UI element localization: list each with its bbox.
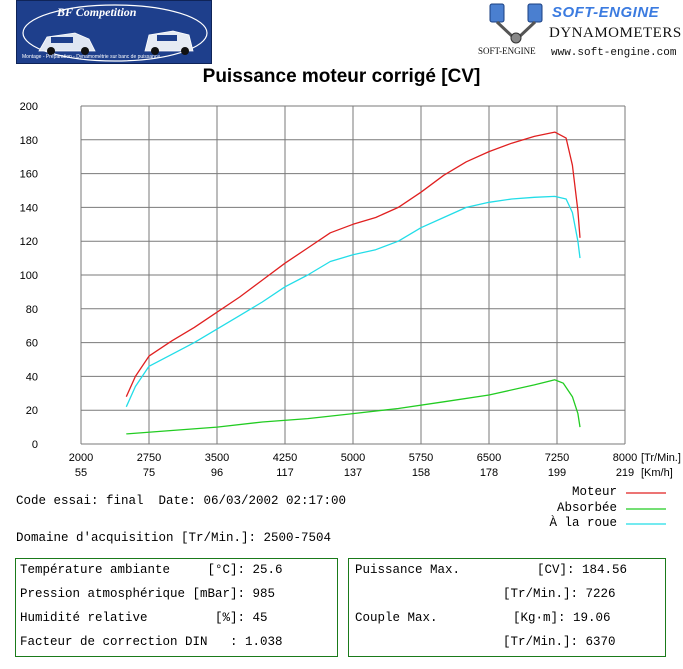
x-tick-rpm: 2000 (69, 452, 93, 464)
bf-competition-logo: BF Competition Montage - Préparation - D… (16, 0, 212, 64)
x-tick-rpm: 5000 (341, 452, 365, 464)
condition-pressure: Pression atmosphérique [mBar]: 985 (20, 587, 276, 601)
piston-logo-icon (489, 3, 543, 44)
rally-cars-icon (22, 4, 208, 62)
legend-absorbee-label: Absorbée (556, 501, 617, 515)
x-tick-rpm: 3500 (205, 452, 229, 464)
condition-din-factor: Facteur de correction DIN : 1.038 (20, 635, 283, 649)
y-tick: 180 (20, 135, 38, 147)
x-tick-rpm: 5750 (409, 452, 433, 464)
y-tick: 0 (32, 439, 38, 451)
y-tick: 140 (20, 202, 38, 214)
x-unit-rpm: [Tr/Min.] (641, 452, 681, 464)
acquisition-range: Domaine d'acquisition [Tr/Min.]: 2500-75… (16, 531, 332, 545)
x-tick-speed: 178 (480, 467, 498, 479)
chart-ticks: 2000552750753500964250117500013757501586… (20, 101, 681, 479)
legend-roue-label: À la roue (549, 516, 617, 530)
conditions-panel: Température ambiante [°C]: 25.6 Pression… (15, 558, 338, 657)
y-tick: 60 (26, 338, 38, 350)
power-chart: 2000552750753500964250117500013757501586… (20, 101, 681, 479)
brand-name: SOFT-ENGINE (552, 4, 660, 21)
x-tick-speed: 117 (276, 467, 294, 479)
x-tick-rpm: 7250 (545, 452, 569, 464)
x-tick-speed: 199 (548, 467, 566, 479)
y-tick: 20 (26, 405, 38, 417)
logo-left-title: BF Competition (57, 5, 137, 19)
x-tick-speed: 158 (412, 467, 430, 479)
legend-moteur-label: Moteur (571, 485, 617, 499)
y-tick: 100 (20, 270, 38, 282)
x-tick-speed: 75 (143, 467, 155, 479)
max-torque-label: Couple Max. (355, 611, 438, 625)
test-code-date: Code essai: final Date: 06/03/2002 02:17… (16, 494, 347, 508)
condition-temperature: Température ambiante [°C]: 25.6 (20, 563, 283, 577)
x-unit-speed: [Km/h] (641, 467, 673, 479)
x-tick-rpm: 4250 (273, 452, 297, 464)
y-tick: 40 (26, 371, 38, 383)
series-line (125, 195, 581, 408)
logo-left-subtitle: Montage - Préparation - Dynamométrie sur… (22, 54, 161, 60)
x-tick-speed: 55 (75, 467, 87, 479)
series-line (126, 379, 581, 435)
max-power-label: Puissance Max. (355, 563, 461, 577)
series-line (125, 131, 581, 397)
brand-small-logo: SOFT-ENGINE (478, 46, 536, 56)
y-tick: 120 (20, 236, 38, 248)
chart-series (125, 131, 581, 435)
brand-product: DYNAMOMETERS (549, 25, 682, 41)
y-tick: 80 (26, 304, 38, 316)
brand-url: www.soft-engine.com (551, 47, 677, 59)
x-tick-speed: 96 (211, 467, 223, 479)
max-torque-rpm: [Tr/Min.]: 6370 (503, 635, 616, 649)
x-tick-rpm: 8000 (613, 452, 637, 464)
max-power-rpm: [Tr/Min.]: 7226 (503, 587, 616, 601)
y-tick: 200 (20, 101, 38, 113)
chart-grid (80, 105, 626, 445)
y-tick: 160 (20, 169, 38, 181)
x-tick-speed: 137 (344, 467, 362, 479)
chart-title: Puissance moteur corrigé [CV] (202, 66, 481, 87)
max-power-value: [CV]: 184.56 (537, 563, 628, 577)
max-torque-value: [Kg·m]: 19.06 (513, 611, 611, 625)
x-tick-rpm: 2750 (137, 452, 161, 464)
x-tick-rpm: 6500 (477, 452, 501, 464)
x-tick-speed: 219 (616, 467, 634, 479)
condition-humidity: Humidité relative [%]: 45 (20, 611, 268, 625)
results-panel: Puissance Max. [CV]: 184.56 [Tr/Min.]: 7… (348, 558, 666, 657)
legend-swatches (626, 492, 666, 525)
